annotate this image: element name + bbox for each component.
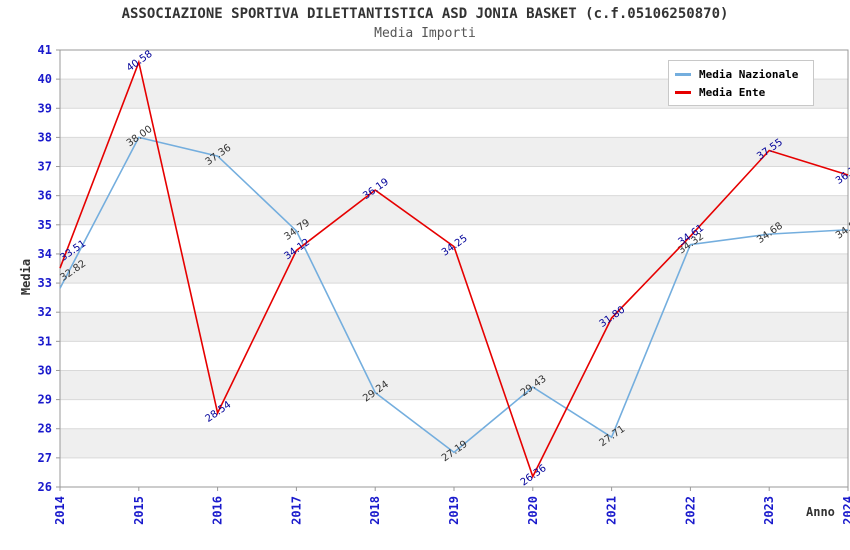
svg-text:26: 26	[38, 480, 52, 494]
svg-text:36: 36	[38, 189, 52, 203]
y-axis-label: Media	[19, 258, 34, 296]
media-nazionale-line-swatch	[675, 72, 691, 76]
chart-subtitle: Media Importi	[374, 26, 476, 41]
svg-text:29: 29	[38, 393, 52, 407]
series-line-media-ente	[59, 59, 849, 479]
svg-text:41: 41	[38, 43, 52, 57]
svg-text:2024: 2024	[841, 496, 850, 525]
svg-text:2021: 2021	[605, 496, 619, 525]
legend-item-media-nazionale: Media Nazionale	[675, 65, 807, 83]
svg-text:2017: 2017	[289, 496, 303, 525]
svg-text:2019: 2019	[447, 496, 461, 525]
plot-bands	[60, 50, 848, 487]
legend-box: Media Nazionale Media Ente	[668, 60, 814, 106]
legend-label-media-nazionale: Media Nazionale	[699, 67, 799, 81]
svg-text:38: 38	[38, 130, 52, 144]
x-axis-label: Anno	[806, 505, 835, 519]
legend-item-media-ente: Media Ente	[675, 83, 807, 101]
series-line-media-nazionale	[59, 136, 849, 454]
x-axis-ticks: 2014 2015 2016 2017 2018 2019 2020 2021 2022 2023…	[53, 487, 850, 525]
svg-text:2023: 2023	[762, 496, 776, 525]
svg-text:2018: 2018	[368, 496, 382, 525]
svg-text:30: 30	[38, 363, 52, 377]
legend-label-media-ente: Media Ente	[699, 85, 766, 99]
media-ente-line-swatch	[675, 90, 691, 94]
svg-text:40: 40	[38, 72, 52, 86]
svg-text:37: 37	[38, 160, 52, 174]
svg-text:2020: 2020	[526, 496, 540, 525]
y-axis-ticks: 26 27 28 29 30 31 32 33 34 35 36 37 38 39 40 41	[38, 43, 60, 494]
svg-text:2014: 2014	[53, 496, 67, 525]
svg-text:32: 32	[38, 305, 52, 319]
svg-text:35: 35	[38, 218, 52, 232]
chart-title: ASSOCIAZIONE SPORTIVA DILETTANTISTICA AS…	[121, 6, 729, 22]
svg-text:34: 34	[38, 247, 52, 261]
svg-text:31: 31	[38, 334, 52, 348]
svg-text:2015: 2015	[132, 496, 146, 525]
svg-text:33: 33	[38, 276, 52, 290]
svg-text:2016: 2016	[211, 496, 225, 525]
svg-text:2022: 2022	[683, 496, 697, 525]
svg-text:28: 28	[38, 422, 52, 436]
svg-text:39: 39	[38, 101, 52, 115]
svg-text:27: 27	[38, 451, 52, 465]
